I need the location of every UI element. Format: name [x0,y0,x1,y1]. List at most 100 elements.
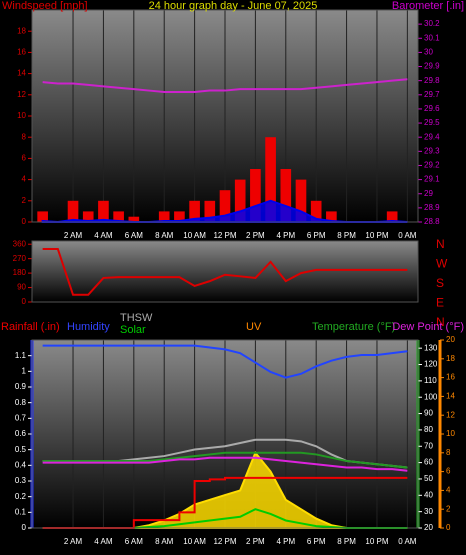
tick-label: 180 [13,268,27,277]
dewpoint-label: Dew Point (°F) [392,321,464,333]
tick-label: 0 [22,297,27,306]
line [42,248,408,296]
tick-label: 18 [17,26,26,35]
tick-label: 29 [424,189,433,198]
tick-label: 14 [17,69,26,78]
tick-label: 8 [22,132,27,141]
direction-label: W [436,257,448,271]
tick-label: 0 [22,523,27,532]
bar [219,190,231,222]
x-tick-label: 10 PM [365,231,388,240]
rain-label: Rainfall (.in) [1,321,60,333]
solar-label: Solar [120,324,146,336]
bar [98,200,109,222]
bar [295,179,307,222]
tick-label: 0.4 [15,460,27,469]
tick-label: 29.8 [424,76,440,85]
x-tick-label: 6 PM [307,231,326,240]
humidity-label: Humidity [67,321,110,333]
tick-label: 2 [22,196,27,205]
tick-label: 20 [446,335,455,344]
x-tick-label: 2 PM [246,537,265,546]
bar [310,200,322,222]
x-tick-label: 8 AM [155,537,174,546]
bar [158,211,170,222]
tick-label: 6 [22,154,27,163]
tick-label: 0.9 [15,382,27,391]
tick-label: 0.3 [15,476,27,485]
bar [280,169,292,222]
tick-label: 6 [446,467,451,476]
temperature-label: Temperature (°F) [312,321,395,333]
direction-label: N [436,315,445,329]
tick-label: 28.8 [424,217,440,226]
tick-label: 10 [446,429,455,438]
bar [128,216,140,222]
tick-label: 29.3 [424,146,440,155]
tick-label: 0.2 [15,492,27,501]
tick-label: 30.2 [424,19,440,28]
x-tick-label: 0 AM [398,231,417,240]
bar [234,179,246,222]
tick-label: 14 [446,392,455,401]
x-tick-label: 8 PM [337,537,356,546]
tick-label: 0 [446,523,451,532]
tick-label: 60 [424,458,433,467]
bar [189,200,200,222]
x-tick-label: 4 AM [94,231,113,240]
uv-label: UV [246,321,262,333]
tick-label: 90 [424,409,433,418]
tick-label: 29.6 [424,104,440,113]
tick-label: 10 [17,111,26,120]
bar [204,200,216,222]
plot-frame [31,339,419,529]
tick-label: 29.7 [424,90,440,99]
tick-label: 29.1 [424,175,440,184]
plot-frame [31,9,419,223]
tick-label: 8 [446,448,451,457]
bar [82,211,94,222]
line [42,456,408,472]
x-tick-label: 2 AM [64,537,83,546]
tick-label: 40 [424,490,433,499]
tick-label: 20 [424,523,433,532]
x-tick-label: 6 PM [307,537,326,546]
bar [386,211,398,222]
tick-label: 0 [22,217,27,226]
x-tick-label: 2 PM [246,231,265,240]
x-tick-label: 10 AM [183,231,206,240]
bar [250,169,261,222]
tick-label: 18 [446,354,455,363]
tick-label: 0.7 [15,413,27,422]
tick-label: 0.8 [15,398,27,407]
tick-label: 16 [17,48,26,57]
tick-label: 30.1 [424,33,440,42]
tick-label: 29.9 [424,62,440,71]
x-tick-label: 0 AM [398,537,417,546]
x-tick-label: 4 AM [94,537,113,546]
tick-label: 0.6 [15,429,27,438]
wind-axis-title: Windspeed [mph] [2,0,88,12]
tick-label: 360 [13,239,27,248]
x-tick-label: 8 PM [337,231,356,240]
tick-label: 30 [424,507,433,516]
chart-title: 24 hour graph day - June 07, 2025 [149,0,318,12]
tick-label: 90 [17,283,26,292]
tick-label: 120 [424,360,438,369]
tick-label: 50 [424,474,433,483]
thsw-label: THSW [120,312,153,324]
tick-label: 29.2 [424,161,440,170]
line [42,344,408,379]
tick-label: 1 [22,366,27,375]
barometer-axis-title: Barometer [.in] [392,0,464,12]
bar [67,200,79,222]
tick-label: 80 [424,425,433,434]
tick-label: 16 [446,373,455,382]
x-tick-label: 6 AM [125,537,144,546]
bar [265,137,276,222]
tick-label: 130 [424,343,438,352]
x-tick-label: 2 AM [64,231,83,240]
tick-label: 110 [424,376,437,385]
